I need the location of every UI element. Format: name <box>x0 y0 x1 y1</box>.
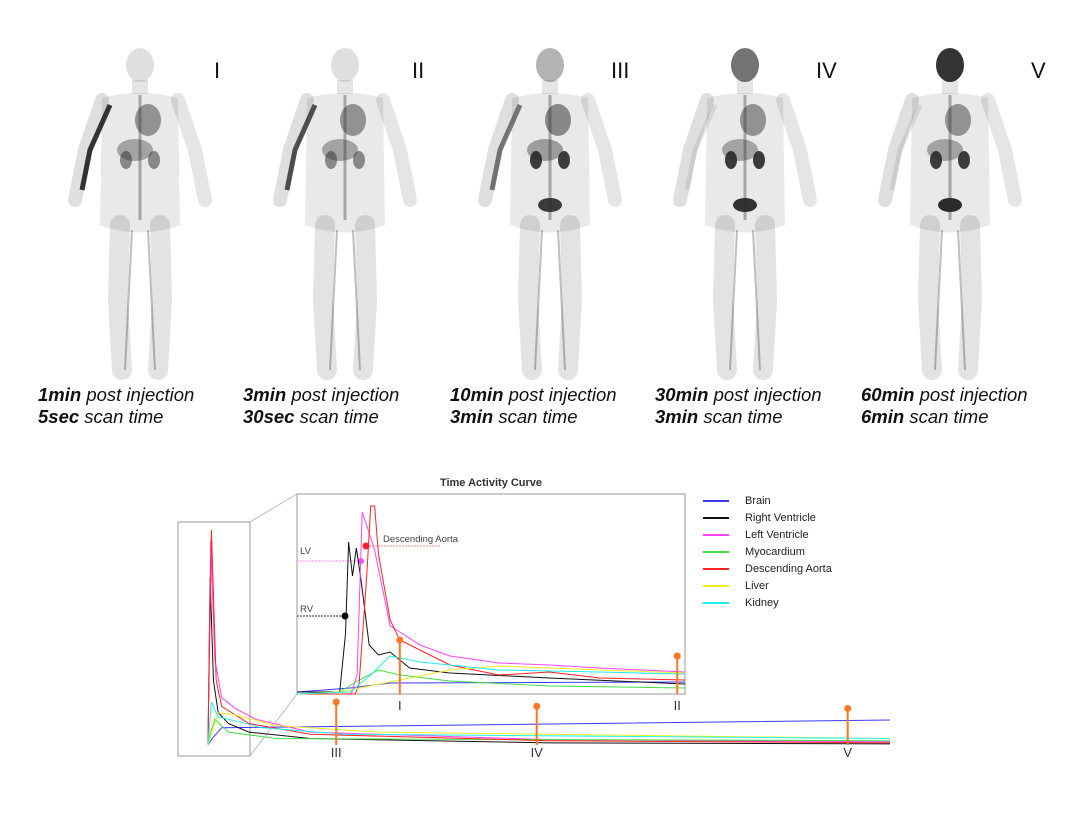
post-injection-time: 30min <box>655 384 709 405</box>
pet-image-2 <box>245 40 445 380</box>
legend-swatch <box>703 584 729 587</box>
full-line-left-ventricle <box>207 540 891 746</box>
legend-label: Left Ventricle <box>745 528 809 541</box>
post-injection-time: 10min <box>450 384 504 405</box>
legend-item: Descending Aorta <box>703 560 832 577</box>
post-injection-label: post injection <box>81 384 195 405</box>
legend-item: Liver <box>703 577 832 594</box>
panel-caption: 30min post injection 3min scan time <box>655 384 822 428</box>
marker-label: IV <box>530 745 543 760</box>
pet-image-3 <box>450 40 650 380</box>
panel-label: I <box>214 58 221 83</box>
marker-dot-IV <box>533 702 541 710</box>
legend-swatch <box>703 499 729 502</box>
full-line-descending-aorta <box>207 529 891 746</box>
post-injection-label: post injection <box>503 384 617 405</box>
marker-dot-III <box>332 698 340 706</box>
marker-label: II <box>673 698 681 713</box>
legend-swatch <box>703 550 729 553</box>
scan-time: 3min <box>450 406 494 427</box>
scan-time: 3min <box>655 406 699 427</box>
scan-time-label: scan time <box>79 406 164 427</box>
scan-time-label: scan time <box>493 406 578 427</box>
scan-time: 5sec <box>38 406 80 427</box>
legend-item: Left Ventricle <box>703 526 832 543</box>
inset-line-kidney <box>296 655 686 695</box>
marker-label: I <box>398 698 402 713</box>
scan-time: 30sec <box>243 406 295 427</box>
post-injection-time: 3min <box>243 384 287 405</box>
marker-dot-II <box>673 652 681 660</box>
zoom-connector <box>249 493 298 523</box>
legend-swatch <box>703 601 729 604</box>
rv-point <box>341 612 349 620</box>
aorta-annotation: Descending Aorta <box>383 534 458 545</box>
full-line-kidney <box>207 701 891 746</box>
panel-caption: 60min post injection 6min scan time <box>861 384 1028 428</box>
pet-image-4 <box>645 40 845 380</box>
panel-label: V <box>1031 58 1046 83</box>
post-injection-time: 1min <box>38 384 82 405</box>
overview-box <box>177 521 251 757</box>
legend-label: Brain <box>745 494 771 507</box>
panel-caption: 10min post injection 3min scan time <box>450 384 617 428</box>
legend-item: Brain <box>703 492 832 509</box>
inset-line-right-ventricle <box>297 541 686 693</box>
marker-dot-I <box>396 636 404 644</box>
panel-caption: 3min post injection 30sec scan time <box>243 384 399 428</box>
scan-time-label: scan time <box>904 406 989 427</box>
chart-title: Time Activity Curve <box>439 477 543 489</box>
marker-dot-V <box>844 704 852 712</box>
post-injection-label: post injection <box>914 384 1028 405</box>
inset-line-myocardium <box>296 669 686 695</box>
legend-item: Kidney <box>703 594 832 611</box>
pet-image-1 <box>40 40 240 380</box>
legend-label: Myocardium <box>745 545 805 558</box>
panel-caption: 1min post injection 5sec scan time <box>38 384 194 428</box>
full-line-liver <box>207 712 891 746</box>
full-line-right-ventricle <box>207 577 891 746</box>
legend-swatch <box>703 567 729 570</box>
marker-label: III <box>330 745 342 760</box>
panel-label: IV <box>816 58 837 83</box>
inset-plot-frame <box>296 493 686 695</box>
scan-time: 6min <box>861 406 905 427</box>
scan-time-label: scan time <box>294 406 379 427</box>
lv-annotation: LV <box>300 546 311 557</box>
legend-swatch <box>703 516 729 519</box>
post-injection-label: post injection <box>708 384 822 405</box>
marker-label: V <box>843 745 853 760</box>
aorta-point <box>362 542 370 550</box>
legend-item: Right Ventricle <box>703 509 832 526</box>
full-line-brain <box>207 719 891 746</box>
post-injection-time: 60min <box>861 384 915 405</box>
panel-label: III <box>611 58 630 83</box>
full-line-myocardium <box>207 718 891 746</box>
post-injection-label: post injection <box>286 384 400 405</box>
rv-annotation: RV <box>300 604 314 615</box>
legend-label: Liver <box>745 579 769 592</box>
scan-time-label: scan time <box>698 406 783 427</box>
inset-line-descending-aorta <box>297 505 686 695</box>
legend-item: Myocardium <box>703 543 832 560</box>
chart-legend: Brain Right Ventricle Left Ventricle Myocar… <box>703 492 832 611</box>
legend-label: Kidney <box>745 596 779 609</box>
legend-label: Descending Aorta <box>745 562 832 575</box>
panel-label: II <box>412 58 425 83</box>
legend-swatch <box>703 533 729 536</box>
legend-label: Right Ventricle <box>745 511 816 524</box>
pet-image-5 <box>850 40 1050 380</box>
